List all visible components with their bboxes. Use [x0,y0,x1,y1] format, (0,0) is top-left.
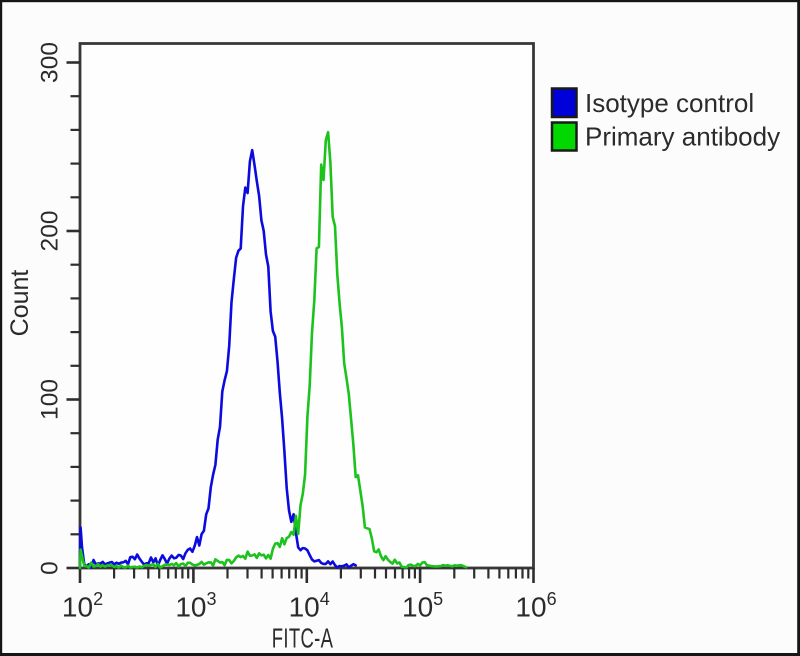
svg-text:100: 100 [37,379,64,420]
svg-text:300: 300 [37,42,64,83]
svg-text:Primary antibody: Primary antibody [585,122,780,152]
svg-text:Count: Count [6,270,34,337]
svg-text:0: 0 [37,561,64,575]
svg-text:FITC-A: FITC-A [272,624,334,655]
svg-text:Isotype control: Isotype control [585,88,754,118]
svg-text:200: 200 [37,211,64,252]
